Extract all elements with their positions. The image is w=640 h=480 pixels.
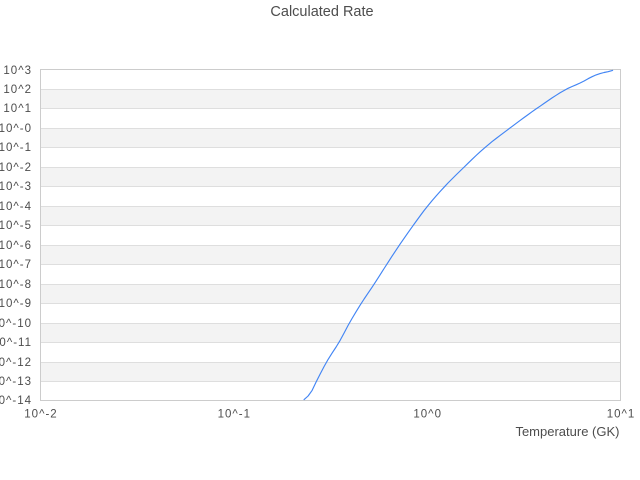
- svg-text:10^-8: 10^-8: [0, 279, 32, 291]
- svg-text:10^0: 10^0: [413, 409, 442, 421]
- svg-text:Temperature (GK): Temperature (GK): [515, 424, 619, 439]
- svg-text:10^-13: 10^-13: [0, 376, 32, 388]
- svg-text:10^-0: 10^-0: [0, 123, 32, 135]
- svg-text:10^-12: 10^-12: [0, 357, 32, 369]
- svg-text:10^-6: 10^-6: [0, 240, 32, 252]
- svg-text:10^3: 10^3: [3, 65, 32, 77]
- svg-text:10^-1: 10^-1: [0, 142, 32, 154]
- svg-text:10^-7: 10^-7: [0, 259, 32, 271]
- svg-text:10^1: 10^1: [3, 103, 32, 115]
- svg-text:10^-14: 10^-14: [0, 395, 32, 407]
- svg-text:10^2: 10^2: [3, 84, 32, 96]
- svg-text:10^-10: 10^-10: [0, 318, 32, 330]
- svg-text:10^-9: 10^-9: [0, 298, 32, 310]
- svg-text:10^-2: 10^-2: [0, 162, 32, 174]
- svg-text:Calculated Rate: Calculated Rate: [270, 4, 373, 20]
- svg-text:10^-2: 10^-2: [24, 409, 57, 421]
- svg-text:10^-3: 10^-3: [0, 181, 32, 193]
- svg-text:10^1: 10^1: [607, 409, 636, 421]
- svg-text:10^-11: 10^-11: [0, 337, 32, 349]
- svg-text:10^-4: 10^-4: [0, 201, 32, 213]
- svg-text:10^-5: 10^-5: [0, 220, 32, 232]
- svg-text:10^-1: 10^-1: [218, 409, 251, 421]
